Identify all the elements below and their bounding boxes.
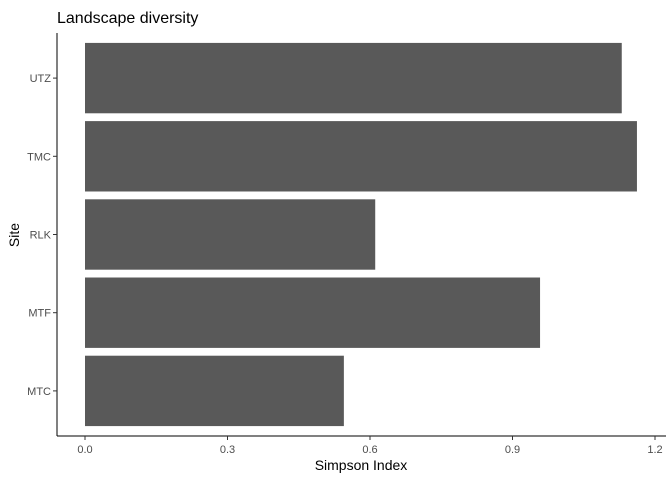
bar-utz <box>85 42 622 114</box>
y-tick-label: UTZ <box>30 73 52 85</box>
y-tick-label: MTC <box>27 386 51 398</box>
y-tick-label: MTF <box>28 308 51 320</box>
x-tick-label: 0.9 <box>505 444 520 456</box>
bars-group <box>85 42 637 427</box>
x-axis-ticks: 0.0 0.3 0.6 0.9 1.2 <box>77 436 663 456</box>
bar-rlk <box>85 199 376 270</box>
x-tick-label: 0.3 <box>220 444 235 456</box>
bar-mtc <box>85 355 344 427</box>
y-tick-label: TMC <box>27 151 51 163</box>
chart-title: Landscape diversity <box>57 10 198 27</box>
x-axis-title: Simpson Index <box>315 457 408 473</box>
y-axis-title: Site <box>6 223 22 247</box>
y-tick-label: RLK <box>30 230 52 242</box>
bar-mtf <box>85 277 541 348</box>
x-tick-label: 0.0 <box>77 444 92 456</box>
x-tick-label: 0.6 <box>362 444 377 456</box>
x-tick-label: 1.2 <box>647 444 662 456</box>
bar-tmc <box>85 121 637 192</box>
y-axis-ticks: MTC MTF RLK TMC UTZ <box>27 73 57 398</box>
